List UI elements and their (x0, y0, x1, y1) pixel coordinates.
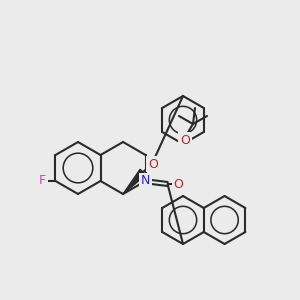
Text: N: N (141, 175, 150, 188)
Text: O: O (148, 158, 158, 170)
Text: O: O (180, 134, 190, 146)
Polygon shape (123, 169, 146, 194)
Text: F: F (39, 175, 46, 188)
Text: O: O (174, 178, 184, 190)
